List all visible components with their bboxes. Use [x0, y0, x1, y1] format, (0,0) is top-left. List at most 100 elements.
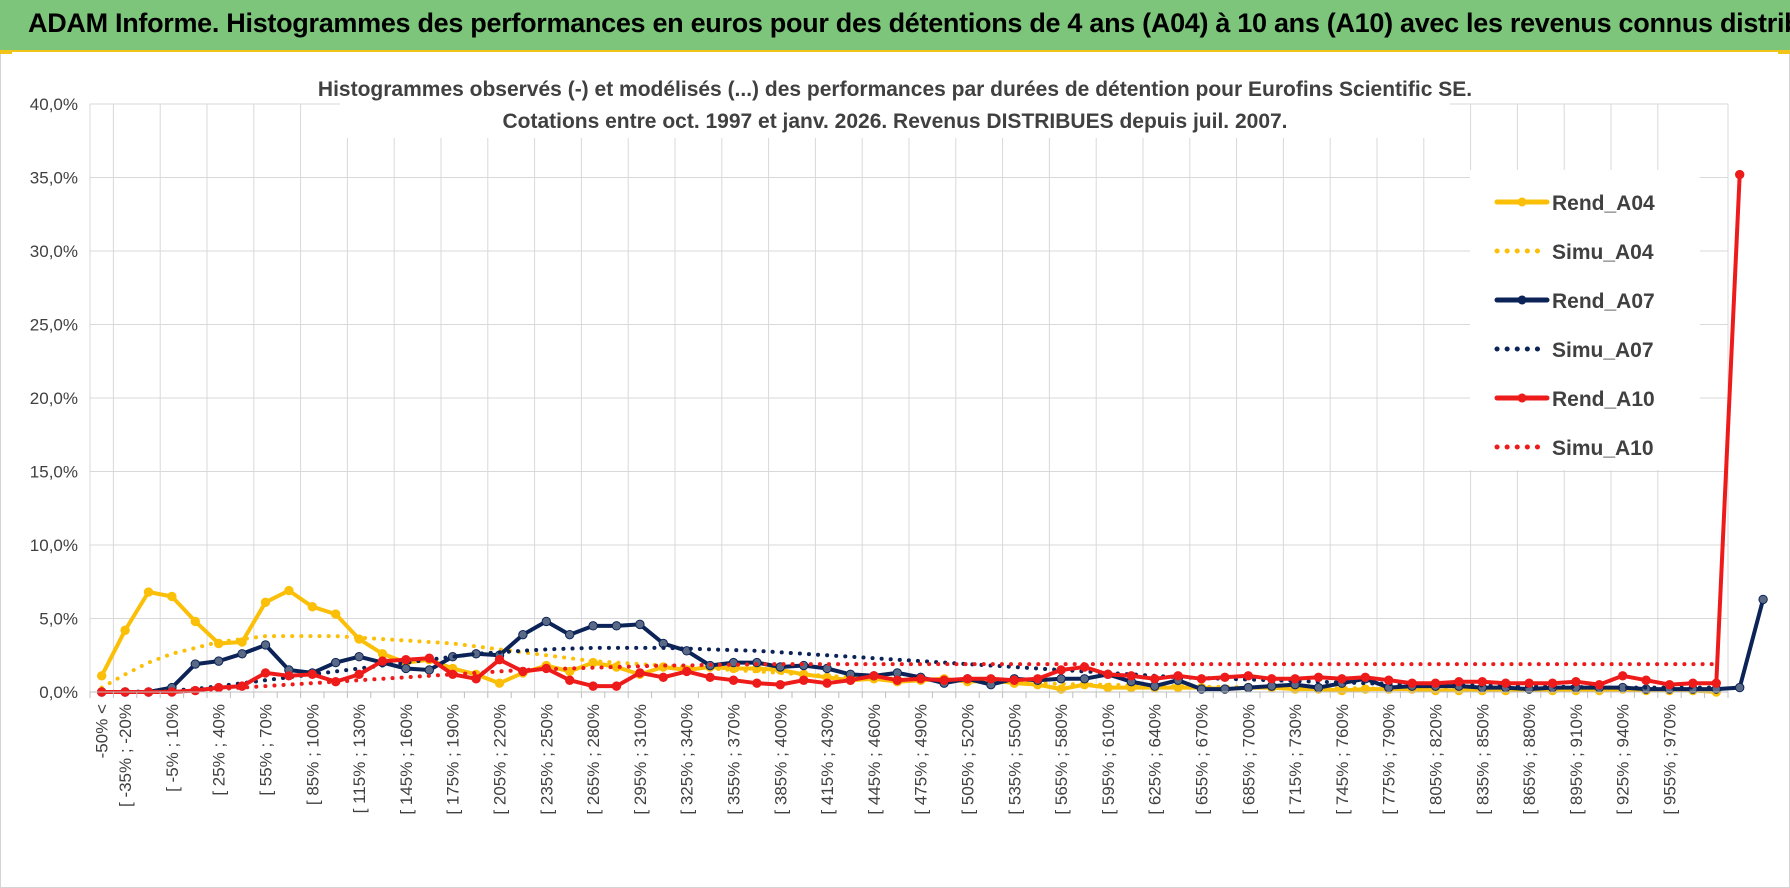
data-point-rend-a07 — [1220, 684, 1230, 694]
data-point-rend-a10 — [962, 674, 973, 684]
x-tick-label: [ 745% ; 760% — [1333, 704, 1352, 815]
data-point-rend-a10 — [682, 666, 692, 677]
data-point-rend-a04 — [260, 597, 271, 608]
data-point-rend-a10 — [752, 678, 762, 688]
series-lines — [97, 169, 1768, 697]
x-tick-label: [ 715% ; 730% — [1286, 704, 1305, 815]
legend-marker — [1517, 393, 1527, 403]
data-point-rend-a04 — [284, 585, 294, 596]
y-tick-label: 30,0% — [30, 242, 78, 261]
x-tick-label: [ 325% ; 340% — [678, 704, 697, 815]
data-point-rend-a10 — [1454, 677, 1464, 687]
legend-label: Rend_A04 — [1552, 192, 1655, 215]
data-point-rend-a10 — [1430, 678, 1441, 688]
data-point-rend-a07 — [190, 659, 201, 669]
data-point-rend-a10 — [1711, 678, 1722, 688]
x-tick-label: [ 205% ; 220% — [491, 704, 510, 815]
data-point-rend-a07 — [1079, 674, 1090, 684]
legend-marker — [1517, 295, 1527, 305]
legend-label: Rend_A10 — [1552, 388, 1655, 411]
data-point-rend-a10 — [1571, 677, 1581, 687]
x-tick-label: [ 145% ; 160% — [397, 704, 416, 815]
data-point-rend-a07 — [1243, 682, 1254, 693]
data-point-rend-a10 — [869, 671, 879, 681]
data-point-rend-a10 — [1173, 671, 1183, 681]
x-tick-label: [ 355% ; 370% — [725, 704, 744, 815]
data-point-rend-a10 — [354, 669, 364, 680]
data-point-rend-a10 — [611, 681, 622, 691]
x-tick-label: [ 55% ; 70% — [257, 704, 276, 796]
data-point-rend-a07 — [401, 663, 411, 674]
data-point-rend-a10 — [658, 672, 668, 682]
x-tick-label: [ 385% ; 400% — [771, 704, 790, 815]
y-tick-label: 0,0% — [39, 683, 78, 702]
data-point-rend-a07 — [565, 629, 575, 640]
data-point-rend-a10 — [1594, 679, 1605, 690]
data-point-rend-a07 — [214, 656, 224, 666]
data-point-rend-a10 — [401, 654, 411, 665]
data-point-rend-a10 — [728, 675, 739, 685]
x-tick-label: [ 865% ; 880% — [1520, 704, 1539, 815]
x-tick-label: [ 655% ; 670% — [1193, 704, 1212, 815]
data-point-rend-a07 — [728, 657, 739, 668]
data-point-rend-a10 — [1547, 678, 1558, 688]
x-tick-label: [ 175% ; 190% — [444, 704, 463, 815]
data-point-rend-a07 — [424, 665, 434, 675]
y-tick-label: 5,0% — [39, 610, 78, 629]
data-point-rend-a07 — [541, 616, 551, 627]
data-point-rend-a07 — [1196, 684, 1207, 694]
chart-subtitle: Cotations entre oct. 1997 et janv. 2026.… — [502, 110, 1287, 133]
data-point-rend-a07 — [260, 640, 271, 650]
data-point-rend-a04 — [120, 625, 130, 635]
y-tick-label: 35,0% — [30, 169, 78, 188]
y-tick-label: 15,0% — [30, 463, 78, 482]
data-point-rend-a07 — [588, 621, 598, 631]
data-point-rend-a04 — [167, 591, 177, 602]
data-point-rend-a10 — [424, 653, 434, 663]
data-point-rend-a04 — [494, 678, 505, 688]
x-tick-label: [ 565% ; 580% — [1052, 704, 1071, 815]
data-point-rend-a10 — [1477, 677, 1488, 687]
data-point-rend-a10 — [1220, 672, 1230, 682]
data-point-rend-a10 — [892, 675, 902, 685]
data-point-rend-a07 — [1758, 594, 1768, 605]
data-point-rend-a10 — [284, 671, 294, 681]
legend: Rend_A04 Simu_A04 Rend_A07 Simu_A07 Rend_A10… — [1470, 170, 1700, 470]
data-point-rend-a10 — [1735, 169, 1745, 180]
data-point-rend-a04 — [190, 616, 201, 627]
x-tick-label: [ 835% ; 850% — [1473, 704, 1492, 815]
y-tick-label: 25,0% — [30, 316, 78, 335]
data-point-rend-a10 — [1524, 678, 1534, 688]
x-tick-label: [ 595% ; 610% — [1099, 704, 1118, 815]
data-point-rend-a10 — [986, 674, 996, 684]
page-title: ADAM Informe. Histogrammes des performan… — [28, 8, 1790, 38]
data-point-rend-a10 — [799, 675, 809, 685]
series-line-simu-a10 — [99, 662, 1719, 694]
data-point-rend-a10 — [1664, 679, 1675, 690]
axes: 0,0% 5,0% 10,0% 15,0% 20,0% 25,0% 30,0% 35,0% 40… — [30, 95, 1729, 815]
y-tick-label: 20,0% — [30, 389, 78, 408]
x-tick-label: [ -5% ; 10% — [163, 704, 182, 792]
data-point-rend-a10 — [307, 669, 317, 680]
x-tick-label: [ 925% ; 940% — [1614, 704, 1633, 815]
data-point-rend-a10 — [1337, 674, 1347, 684]
x-tick-label: [ 685% ; 700% — [1239, 704, 1258, 815]
data-point-rend-a10 — [1009, 675, 1019, 685]
data-point-rend-a07 — [1056, 674, 1066, 684]
data-point-rend-a04 — [97, 671, 107, 681]
x-tick-label: [ 625% ; 640% — [1146, 704, 1165, 815]
data-point-rend-a10 — [588, 681, 598, 691]
x-tick-label: [ 85% ; 100% — [303, 704, 322, 805]
data-point-rend-a10 — [1313, 672, 1324, 682]
x-tick-label: [ 235% ; 250% — [537, 704, 556, 815]
data-point-rend-a10 — [1384, 675, 1394, 685]
data-point-rend-a07 — [237, 649, 247, 659]
legend-label: Simu_A10 — [1552, 437, 1654, 460]
data-point-rend-a10 — [1501, 678, 1511, 688]
chart-title-group: Histogrammes observés (-) et modélisés (… — [318, 68, 1472, 138]
data-point-rend-a07 — [611, 621, 622, 631]
x-tick-label: [ 895% ; 910% — [1567, 704, 1586, 815]
legend-label: Simu_A04 — [1552, 241, 1654, 264]
data-point-rend-a04 — [1056, 684, 1066, 694]
